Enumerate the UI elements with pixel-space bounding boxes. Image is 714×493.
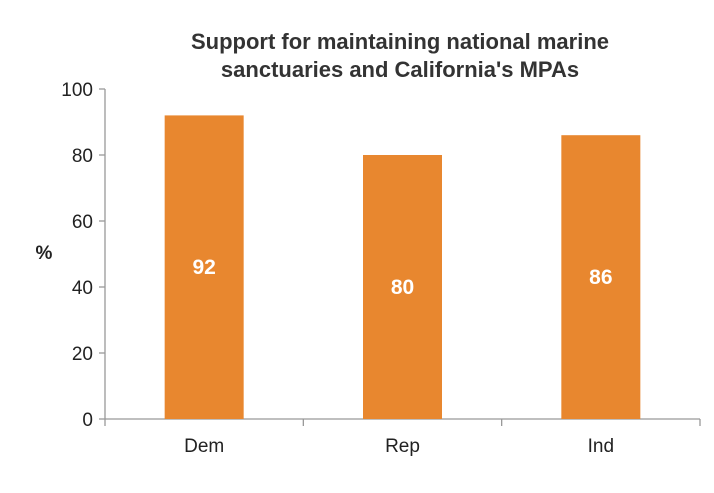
bar-rep <box>363 155 442 419</box>
x-tick-label: Dem <box>184 436 224 457</box>
data-label-dem: 92 <box>192 256 215 279</box>
y-tick-label: 40 <box>72 278 93 299</box>
chart-title-line-2: sanctuaries and California's MPAs <box>221 57 579 82</box>
y-tick-label: 60 <box>72 212 93 233</box>
bar-ind <box>561 135 641 419</box>
x-tick-label: Rep <box>385 436 420 457</box>
y-tick-label: 20 <box>72 344 93 365</box>
data-label-ind: 86 <box>589 266 612 289</box>
y-tick-label: 100 <box>61 80 93 101</box>
y-axis: 0 20 40 60 80 100 <box>61 80 106 431</box>
chart-title: Support for maintaining national marine … <box>191 29 609 82</box>
data-labels: 92 80 86 <box>192 256 612 299</box>
x-axis <box>104 418 701 426</box>
x-tick-label: Ind <box>588 436 614 457</box>
bar-dem <box>164 115 244 420</box>
y-axis-label: % <box>36 243 53 264</box>
y-tick-label: 80 <box>72 146 93 167</box>
data-label-rep: 80 <box>391 276 414 299</box>
y-tick-label: 0 <box>82 410 93 431</box>
chart-title-line-1: Support for maintaining national marine <box>191 29 609 54</box>
bar-series <box>164 115 641 420</box>
x-tick-labels: Dem Rep Ind <box>184 436 614 457</box>
